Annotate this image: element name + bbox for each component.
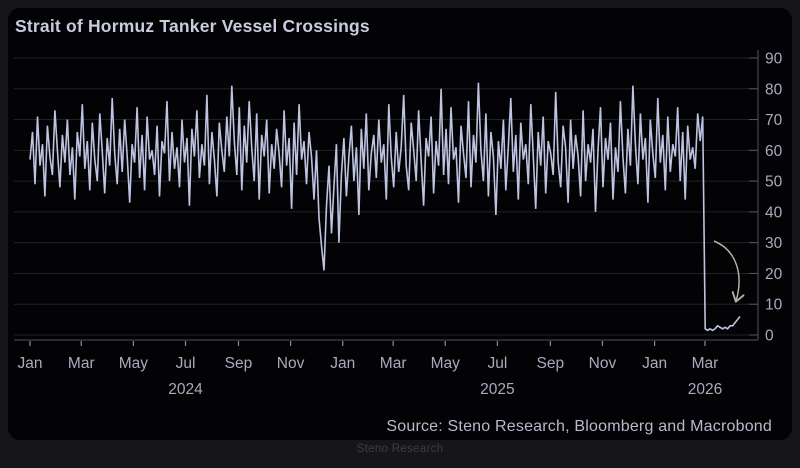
- y-tick-label-90: 90: [765, 51, 783, 68]
- y-axis: 0 10 20 30 40 50 60 70 80 90: [749, 50, 783, 345]
- x-tick-label-Jan-731: Jan: [642, 355, 667, 372]
- series-line-tanker-crossings: [29, 82, 741, 332]
- x-tick-label-Sep-609: Sep: [537, 355, 565, 372]
- x-tick-label-Mar-60: Mar: [68, 355, 95, 372]
- x-tick-label-Mar-790: Mar: [692, 355, 719, 372]
- y-tick-label-20: 20: [765, 266, 783, 283]
- x-tick-label-May-486: May: [431, 355, 461, 372]
- y-tick-label-70: 70: [765, 112, 783, 129]
- x-tick-label-Mar-425: Mar: [380, 355, 407, 372]
- watermark-steno-research: Steno Research: [356, 443, 444, 455]
- x-axis: Jan Mar May Jul Sep Nov Jan Mar May Jul Sep Nov Jan M…: [14, 339, 758, 398]
- x-year-label-2026: 2026: [688, 381, 722, 398]
- y-tick-label-60: 60: [765, 143, 783, 160]
- x-tick-label-Jul-547: Jul: [487, 355, 507, 372]
- x-tick-label-May-121: May: [119, 355, 149, 372]
- y-tick-label-40: 40: [765, 204, 783, 221]
- chart-card: Strait of Hormuz Tanker Vessel Crossings…: [8, 8, 792, 440]
- x-tick-label-Nov-305: Nov: [277, 355, 305, 372]
- source-note: Source: Steno Research, Bloomberg and Ma…: [386, 418, 772, 435]
- y-tick-label-50: 50: [765, 174, 783, 191]
- x-tick-label-Sep-244: Sep: [225, 355, 253, 372]
- x-tick-label-Jan-0: Jan: [18, 355, 43, 372]
- x-tick-label-Jan-366: Jan: [330, 355, 355, 372]
- x-year-label-2025: 2025: [480, 381, 514, 398]
- y-tick-label-80: 80: [765, 81, 783, 98]
- y-tick-label-0: 0: [765, 328, 774, 345]
- gridlines: [14, 57, 757, 336]
- annotation-arrow: [713, 240, 739, 301]
- y-tick-label-10: 10: [765, 297, 783, 314]
- chart-title: Strait of Hormuz Tanker Vessel Crossings: [15, 16, 370, 36]
- x-tick-label-Nov-670: Nov: [589, 355, 617, 372]
- y-tick-label-30: 30: [765, 235, 783, 252]
- x-year-label-2024: 2024: [168, 381, 203, 398]
- x-tick-label-Jul-182: Jul: [176, 355, 196, 372]
